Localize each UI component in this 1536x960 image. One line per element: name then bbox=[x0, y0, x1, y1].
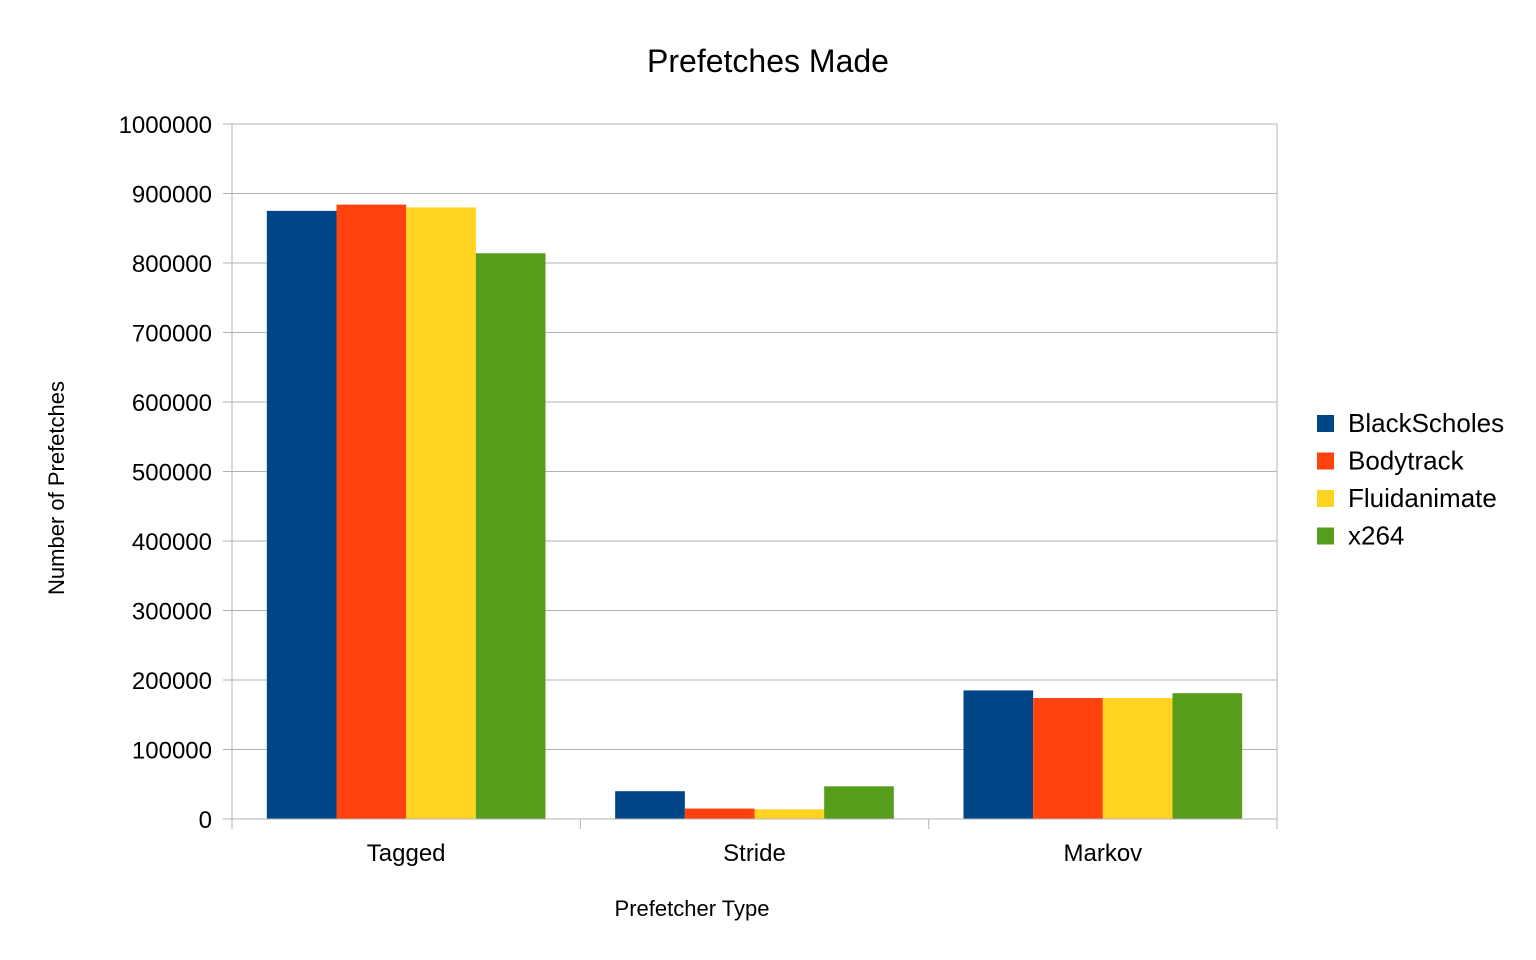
y-axis-tick-labels: 0 100000 200000 300000 400000 500000 600000 700… bbox=[119, 112, 212, 834]
legend-swatch bbox=[1317, 527, 1334, 545]
plot-frame bbox=[231, 124, 1278, 829]
x-category-label: Tagged bbox=[367, 840, 446, 867]
y-tick-label: 0 bbox=[199, 807, 212, 834]
y-tick-label: 900000 bbox=[132, 182, 212, 209]
bar bbox=[824, 786, 894, 819]
bar bbox=[475, 253, 546, 819]
y-tick-label: 500000 bbox=[132, 460, 212, 487]
legend: BlackScholes Bodytrack Fluidanimate x264 bbox=[1317, 408, 1504, 551]
y-tick-label: 200000 bbox=[132, 668, 212, 695]
legend-label: Fluidanimate bbox=[1348, 483, 1497, 513]
legend-swatch bbox=[1317, 452, 1334, 470]
legend-label: BlackScholes bbox=[1348, 408, 1504, 438]
legend-label: x264 bbox=[1348, 521, 1404, 551]
bar bbox=[963, 690, 1034, 819]
x-category-label: Stride bbox=[723, 840, 786, 867]
legend-swatch bbox=[1317, 490, 1334, 507]
y-tick-label: 700000 bbox=[132, 321, 212, 348]
y-tick-label: 400000 bbox=[132, 529, 212, 556]
bar bbox=[266, 210, 337, 819]
bar bbox=[615, 791, 685, 819]
y-tick-label: 100000 bbox=[132, 738, 212, 765]
bar bbox=[1033, 698, 1103, 819]
bar bbox=[1172, 693, 1243, 819]
bar bbox=[336, 204, 407, 819]
bar bbox=[684, 808, 755, 819]
y-tick-label: 600000 bbox=[132, 390, 212, 417]
y-axis-title: Number of Prefetches bbox=[44, 381, 69, 595]
legend-label: Bodytrack bbox=[1348, 446, 1465, 476]
x-category-label: Markov bbox=[1063, 840, 1142, 867]
bar bbox=[406, 207, 476, 819]
y-tick-label: 300000 bbox=[132, 599, 212, 626]
bars bbox=[266, 204, 1243, 819]
legend-swatch bbox=[1317, 415, 1334, 432]
bar bbox=[754, 809, 825, 819]
y-tick-label: 800000 bbox=[132, 251, 212, 278]
x-axis-category-labels: Tagged Stride Markov bbox=[367, 840, 1142, 867]
chart-title: Prefetches Made bbox=[647, 43, 889, 79]
x-axis-title: Prefetcher Type bbox=[615, 896, 770, 921]
bar bbox=[1102, 698, 1173, 819]
y-tick-label: 1000000 bbox=[119, 112, 212, 139]
